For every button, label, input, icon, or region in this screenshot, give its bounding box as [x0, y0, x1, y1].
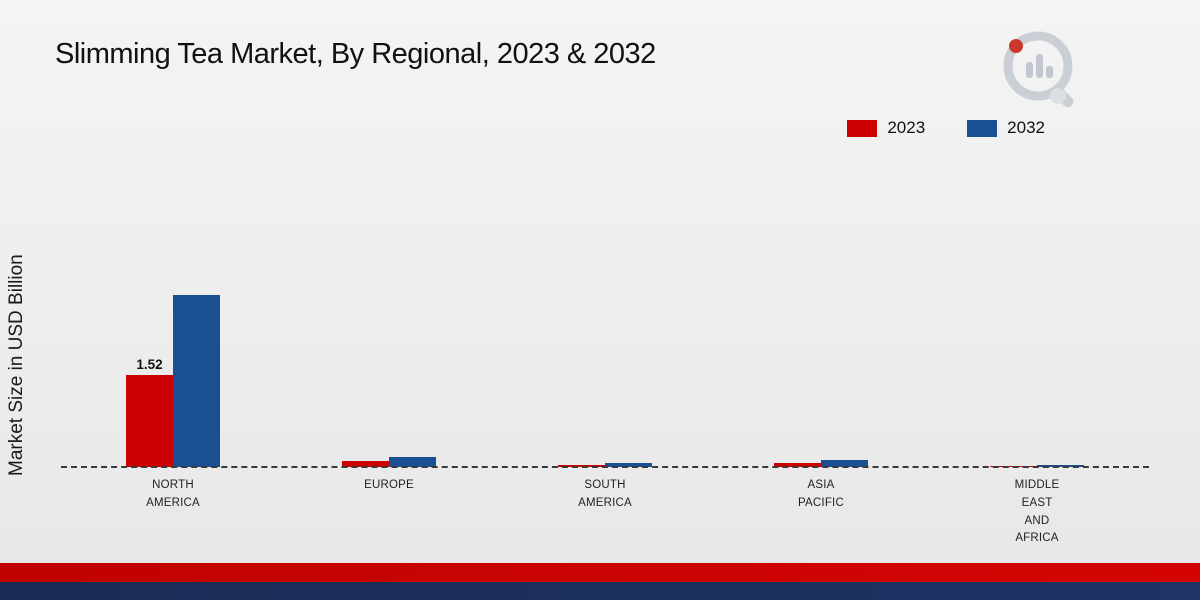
legend: 2023 2032 [847, 118, 1045, 138]
bars-asia-pacific [774, 459, 868, 467]
bar-2032-asia-pacific [821, 459, 868, 467]
legend-item-2032: 2032 [967, 118, 1045, 138]
bar-2023-europe [342, 460, 389, 467]
legend-item-2023: 2023 [847, 118, 925, 138]
y-axis-label: Market Size in USD Billion [6, 254, 27, 476]
x-tick-label-europe: EUROPE [364, 479, 414, 491]
bar-value-label: 1.52 [136, 357, 163, 373]
footer-red-band [0, 563, 1200, 582]
bar-group-middle-east-and-africa: MIDDLE EAST AND AFRICA [929, 160, 1145, 544]
magnifier-bars-icon [1003, 31, 1074, 108]
footer-navy-band [0, 582, 1200, 600]
brand-logo [996, 30, 1088, 114]
bar-2032-north-america [173, 294, 220, 467]
bar-2023-north-america: 1.52 [126, 357, 173, 467]
bar-2032-south-america [605, 462, 652, 467]
bar-group-north-america: 1.52 NORTH AMERICA [65, 160, 281, 509]
legend-label-2032: 2032 [1007, 118, 1045, 137]
x-tick-label-asia-pacific: ASIA PACIFIC [798, 479, 844, 509]
x-axis-baseline [61, 466, 1149, 468]
x-tick-label-north-america: NORTH AMERICA [146, 479, 200, 509]
legend-swatch-2023 [847, 119, 878, 137]
bar-chart: 1.52 NORTH AMERICA EUROPE SOUTH AMERICA ASIA PA… [61, 160, 1149, 544]
x-tick-label-south-america: SOUTH AMERICA [578, 479, 632, 509]
bars-north-america: 1.52 [126, 294, 220, 467]
bar-2032-europe [389, 457, 436, 467]
x-tick-label-middle-east-and-africa: MIDDLE EAST AND AFRICA [1014, 479, 1060, 545]
legend-swatch-2032 [967, 119, 998, 137]
bars-europe [342, 457, 436, 467]
bar-group-south-america: SOUTH AMERICA [497, 160, 713, 509]
bar-2023-asia-pacific [774, 462, 821, 467]
bar-groups: 1.52 NORTH AMERICA EUROPE SOUTH AMERICA ASIA PA… [65, 160, 1145, 544]
legend-label-2023: 2023 [887, 118, 926, 137]
footer-bands [0, 563, 1200, 600]
bar-group-asia-pacific: ASIA PACIFIC [713, 160, 929, 509]
page-title: Slimming Tea Market, By Regional, 2023 &… [55, 38, 656, 70]
bar-group-europe: EUROPE [281, 160, 497, 491]
